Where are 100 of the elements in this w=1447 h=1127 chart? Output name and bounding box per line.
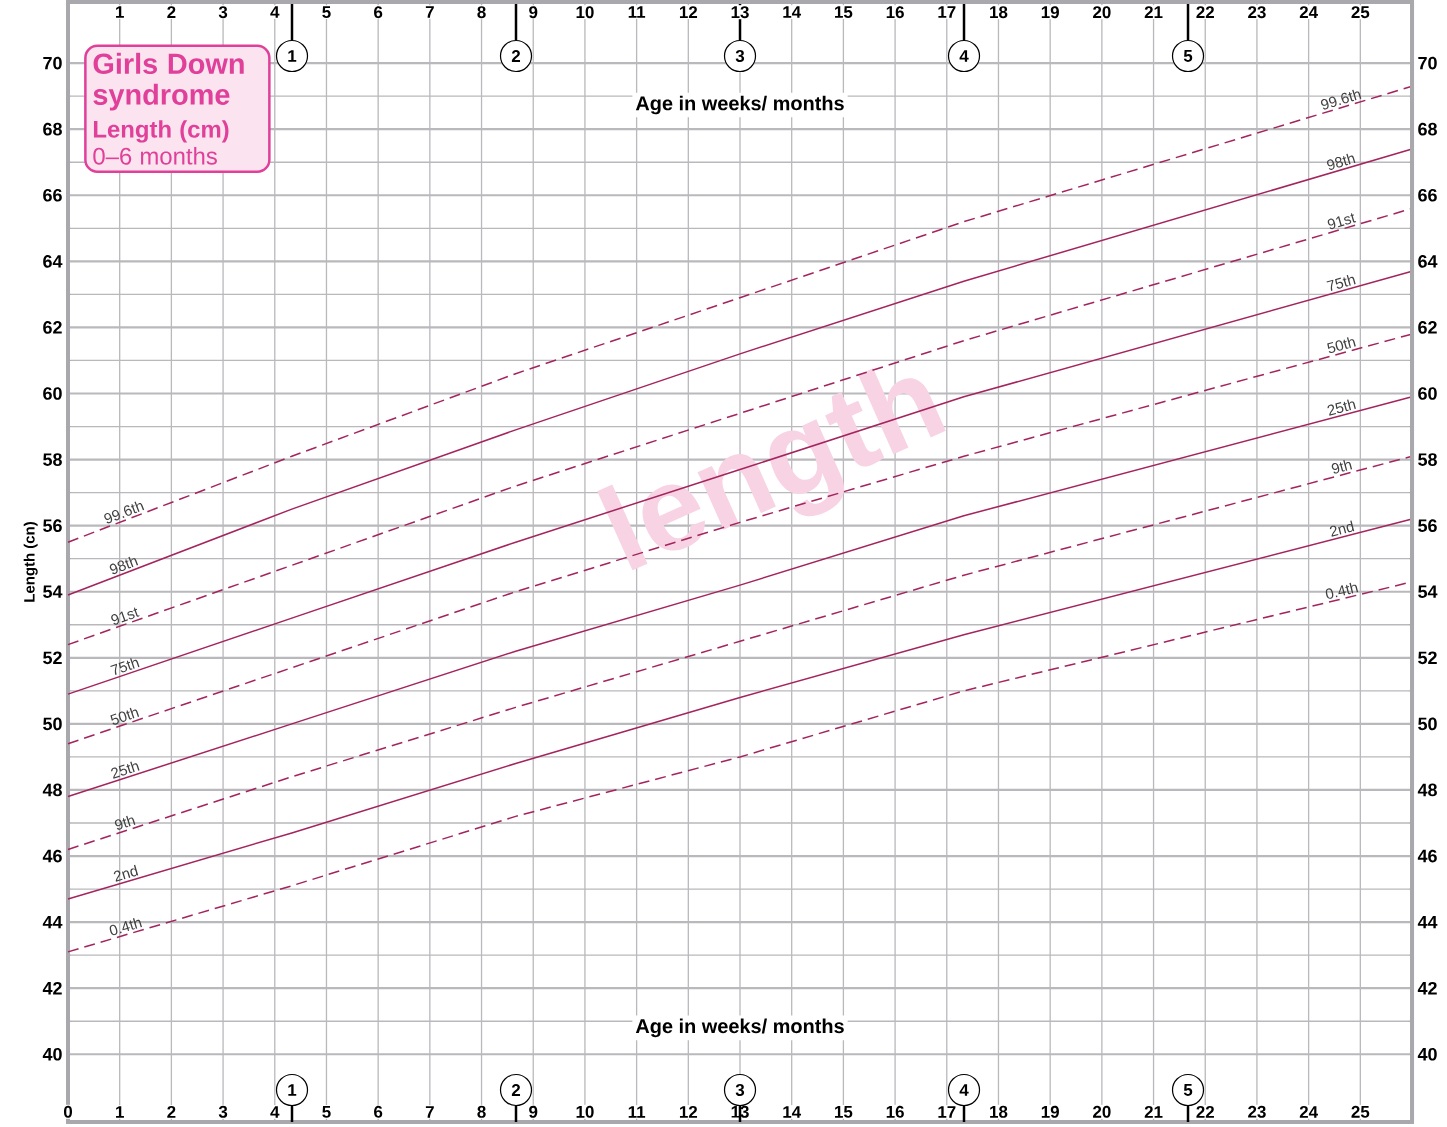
x-tick-label: 6 — [374, 1105, 383, 1118]
x2-tick-label: 5 — [322, 6, 331, 19]
text: 5 — [1183, 50, 1193, 62]
y2-tick-label: 52 — [1418, 651, 1437, 665]
text: 98th — [109, 556, 139, 575]
x-tick-label: 0 — [63, 1105, 73, 1118]
y-tick-label: 70 — [43, 56, 62, 70]
x-tick-label: 21 — [1144, 1105, 1163, 1118]
x-tick-label: 15 — [835, 1105, 853, 1118]
x-tick-label: 2 — [167, 1105, 176, 1118]
x2-tick-label: 15 — [835, 6, 853, 19]
x-tick-label: 4 — [270, 1106, 280, 1118]
y2-tick-label: 54 — [1418, 585, 1438, 598]
text: 9th — [1331, 460, 1353, 474]
text: 25th — [1327, 399, 1356, 416]
line-series — [67, 270, 1413, 695]
y-tick-label: 46 — [42, 849, 62, 863]
text: 25th — [111, 761, 140, 779]
y2-tick-label: 66 — [1418, 188, 1437, 202]
y-tick-label: 44 — [42, 915, 63, 929]
annotation: 2 — [511, 1084, 521, 1096]
text: Length (cm) — [93, 120, 229, 143]
x-tick-label: 8 — [477, 1105, 486, 1118]
annotation: 0–6 months — [93, 147, 217, 165]
x-tick-label: 25 — [1351, 1105, 1370, 1118]
x2-tick-label: 3 — [218, 6, 228, 19]
text: 98th — [1326, 153, 1356, 170]
text: 75th — [1326, 274, 1356, 291]
x2-tick-label: 21 — [1144, 6, 1163, 19]
x2-tick-label: 8 — [477, 6, 486, 19]
y2-tick-label: 44 — [1417, 915, 1438, 929]
x2-tick-label: 19 — [1041, 6, 1059, 19]
x2-tick-label: 14 — [783, 6, 802, 18]
y-tick-label: 64 — [43, 254, 63, 268]
y2-tick-label: 46 — [1417, 849, 1437, 863]
x2-tick-label: 4 — [270, 6, 280, 18]
x-tick-label: 18 — [990, 1105, 1008, 1118]
x2-tick-label: 1 — [116, 6, 124, 18]
x2-tick-label: 10 — [576, 6, 594, 19]
x-tick-label: 22 — [1196, 1105, 1214, 1118]
y2-tick-label: 60 — [1418, 387, 1437, 400]
x2-tick-label: 2 — [167, 6, 176, 19]
y-axis-title: Length (cn) — [23, 522, 38, 602]
x-tick-label: 16 — [886, 1105, 904, 1118]
text: 4 — [959, 50, 969, 62]
x2-tick-label: 7 — [425, 6, 434, 18]
x2-tick-label: 11 — [628, 6, 646, 18]
x-tick-label: 24 — [1299, 1105, 1318, 1118]
text: 2nd — [113, 864, 139, 882]
x2-tick-label: 6 — [374, 6, 383, 19]
annotation: length — [597, 368, 946, 571]
x-tick-label: 9 — [529, 1105, 538, 1118]
text: 99.6th — [1320, 89, 1362, 110]
x-tick-label: 1 — [116, 1106, 124, 1118]
x-axis-title: Age in weeks/ months — [635, 1018, 844, 1038]
x-tick-label: 12 — [679, 1105, 698, 1118]
x2-tick-label: 16 — [886, 6, 904, 19]
annotation: 5 — [1183, 1084, 1193, 1096]
y-tick-label: 52 — [43, 651, 62, 665]
y2-tick-label: 68 — [1418, 122, 1437, 136]
y2-tick-label: 40 — [1417, 1047, 1437, 1061]
y-tick-label: 58 — [43, 453, 62, 466]
x2-tick-label: 23 — [1248, 6, 1266, 19]
x2-tick-label: 12 — [679, 6, 698, 19]
x2-tick-label: 13 — [731, 6, 749, 19]
text: 1 — [288, 50, 297, 62]
text: 50th — [110, 707, 140, 725]
y2-tick-label: 58 — [1418, 453, 1437, 466]
y-tick-label: 66 — [43, 188, 62, 202]
x2-tick-label: 25 — [1351, 6, 1370, 19]
line-series — [67, 333, 1413, 745]
annotation: 1 — [288, 1084, 297, 1096]
x2-tick-label: 22 — [1196, 6, 1214, 19]
text: 91st — [111, 607, 140, 625]
x2-tick-label: 20 — [1093, 6, 1111, 19]
x-tick-label: 19 — [1041, 1105, 1059, 1118]
annotation: 4 — [959, 1084, 969, 1096]
x-tick-label: 3 — [218, 1105, 228, 1118]
x2-tick-label: 24 — [1299, 6, 1318, 19]
y2-tick-label: 64 — [1418, 254, 1438, 268]
x2-tick-label: 17 — [938, 6, 956, 18]
y2-tick-label: 50 — [1418, 717, 1437, 731]
y2-tick-label: 56 — [1418, 519, 1437, 532]
x-tick-label: 14 — [783, 1106, 802, 1118]
text: Girls Down syndrome — [93, 52, 244, 111]
y-tick-label: 40 — [42, 1047, 62, 1061]
x-tick-label: 17 — [938, 1106, 956, 1118]
y-tick-label: 56 — [43, 519, 62, 532]
annotation: 3 — [735, 1083, 745, 1096]
y-tick-label: 60 — [43, 387, 62, 400]
x-tick-label: 20 — [1093, 1105, 1111, 1118]
y-tick-label: 62 — [43, 321, 62, 334]
y-tick-label: 50 — [43, 717, 62, 731]
text: 50th — [1327, 337, 1356, 354]
text: 91st — [1327, 213, 1357, 230]
y2-tick-label: 62 — [1418, 321, 1437, 334]
x-tick-label: 11 — [628, 1106, 646, 1118]
x2-tick-label: 18 — [990, 6, 1008, 19]
y2-tick-label: 42 — [1417, 981, 1437, 995]
text: 2nd — [1329, 520, 1355, 537]
